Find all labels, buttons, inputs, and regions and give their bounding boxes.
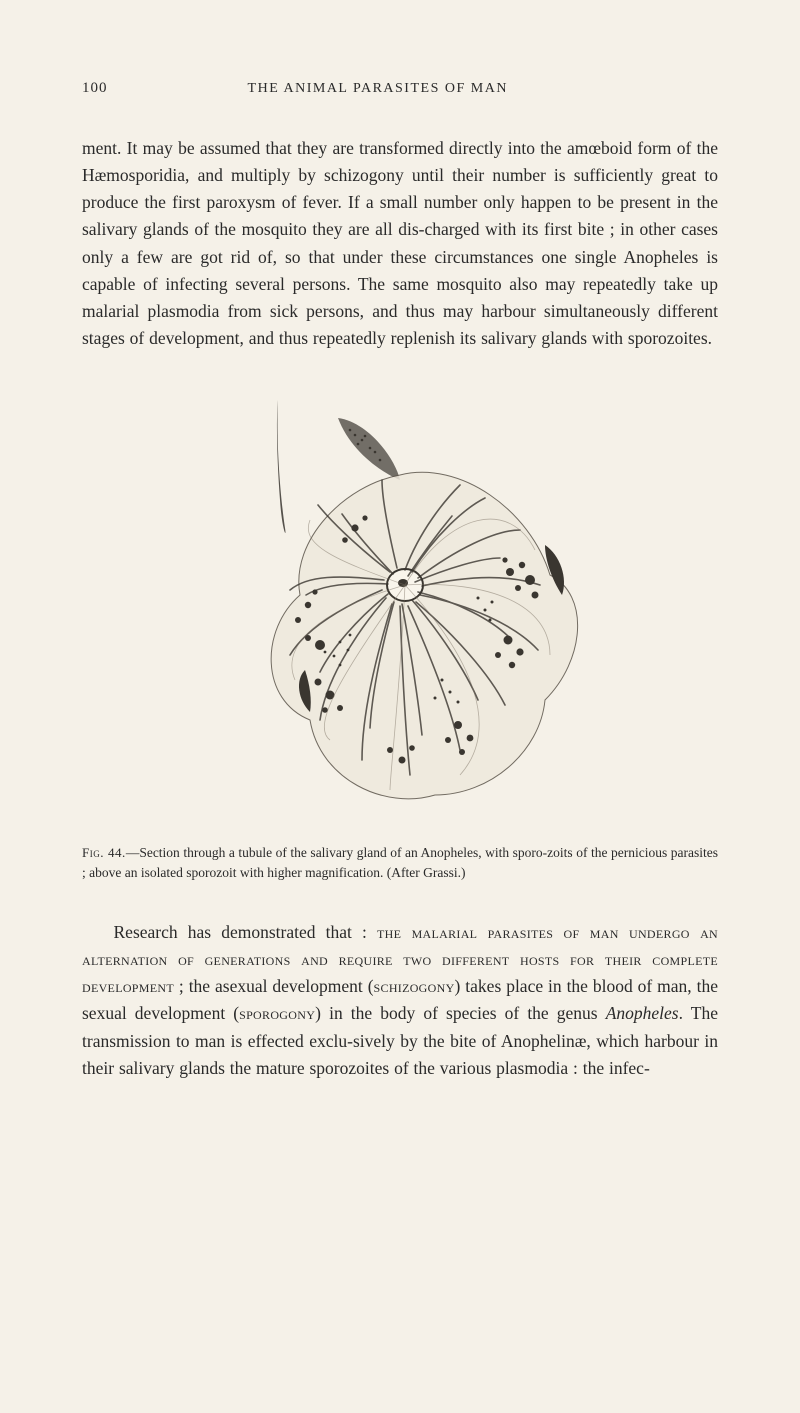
- p2-schizogony: schizogony: [374, 977, 455, 996]
- running-head: THE ANIMAL PARASITES OF MAN: [68, 81, 689, 97]
- p2-g: ) in the body of species of the genus: [315, 1003, 606, 1023]
- body-paragraph-2: Research has demonstrated that : the mal…: [82, 919, 718, 1082]
- figure-caption-text: —Section through a tubule of the salivar…: [82, 845, 718, 880]
- document-page: 100 THE ANIMAL PARASITES OF MAN ment. It…: [0, 0, 800, 1413]
- figure-label: Fig. 44.: [82, 845, 126, 860]
- p2-a: Research has demonstrated that :: [114, 922, 378, 942]
- figure-caption: Fig. 44.—Section through a tubule of the…: [82, 843, 718, 883]
- p2-anopheles-ital: Anopheles: [606, 1003, 679, 1023]
- page-header: 100 THE ANIMAL PARASITES OF MAN: [82, 80, 718, 97]
- figure-44: Histological illustration: section throu…: [82, 380, 718, 825]
- body-paragraph-1: ment. It may be assumed that they are tr…: [82, 135, 718, 352]
- p2-sporogony: sporogony: [239, 1004, 315, 1023]
- p2-c: ; the asexual development (: [174, 976, 374, 996]
- salivary-gland-illustration: Histological illustration: section throu…: [190, 380, 610, 820]
